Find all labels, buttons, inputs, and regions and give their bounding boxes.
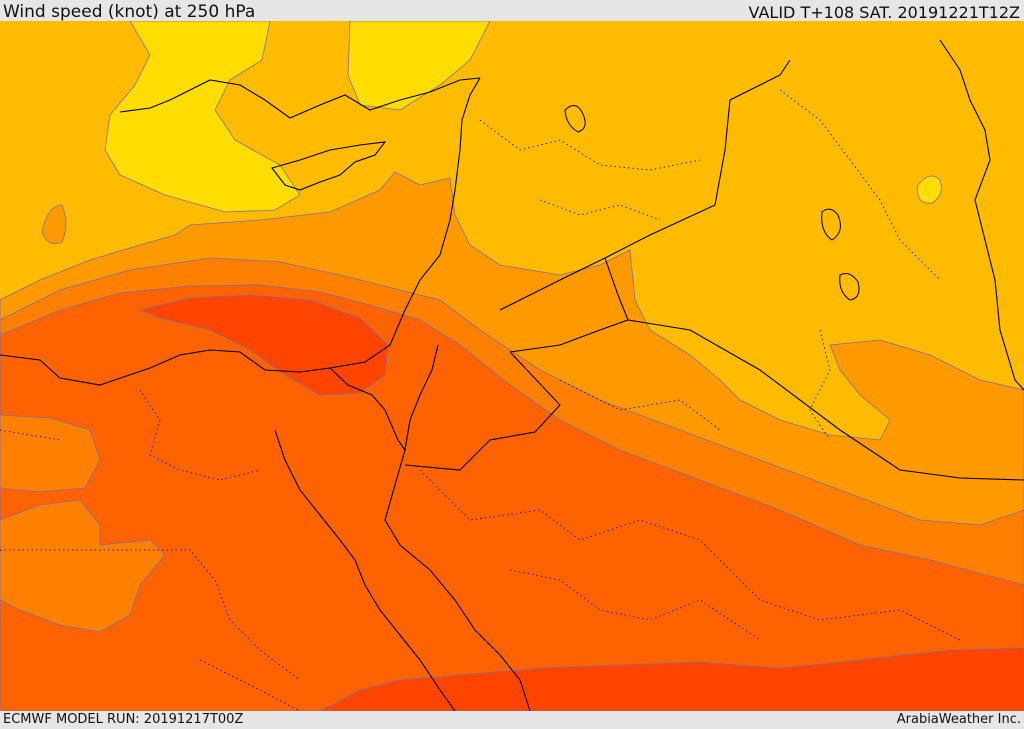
credit-label: ArabiaWeather Inc. — [896, 712, 1021, 727]
coastlines — [0, 39, 1024, 711]
band-mid-west-blob — [41, 204, 67, 245]
coast-levant — [329, 77, 481, 369]
map-title: Wind speed (knot) at 250 hPa — [3, 2, 256, 22]
coast-red-sea-east — [384, 449, 531, 711]
coast-cyprus — [271, 141, 387, 191]
coast-turkey-south — [119, 77, 481, 119]
band-yellow-west — [104, 21, 301, 213]
coast-jordan-border — [604, 257, 629, 321]
band-darkest-south — [319, 647, 1024, 711]
inland-borders — [0, 89, 961, 711]
band-orange-west — [0, 414, 101, 493]
model-run-label: ECMWF MODEL RUN: 20191217T00Z — [3, 712, 244, 727]
coast-iraq-border — [499, 59, 791, 311]
coast-egypt-north — [0, 349, 331, 386]
footer-bar: ECMWF MODEL RUN: 20191217T00Z ArabiaWeat… — [0, 711, 1024, 729]
band-yellow-north — [347, 21, 491, 111]
coast-gulf-aqaba — [404, 344, 439, 451]
wind-speed-map — [0, 21, 1024, 711]
band-orange-southwest — [0, 499, 166, 633]
band-darkest-core — [138, 294, 389, 396]
valid-time-label: VALID T+108 SAT. 20191221T12Z — [748, 3, 1020, 22]
coast-suez — [329, 367, 406, 451]
band-yellow-spot — [917, 175, 942, 204]
lakes — [564, 105, 860, 301]
coast-gulf — [939, 39, 1024, 391]
coast-saudi-border — [509, 319, 1024, 481]
coast-red-sea-west — [274, 429, 456, 711]
coast-sinai-border — [404, 351, 561, 471]
header-bar: Wind speed (knot) at 250 hPa VALID T+108… — [0, 0, 1024, 22]
band-dark — [0, 284, 1024, 711]
